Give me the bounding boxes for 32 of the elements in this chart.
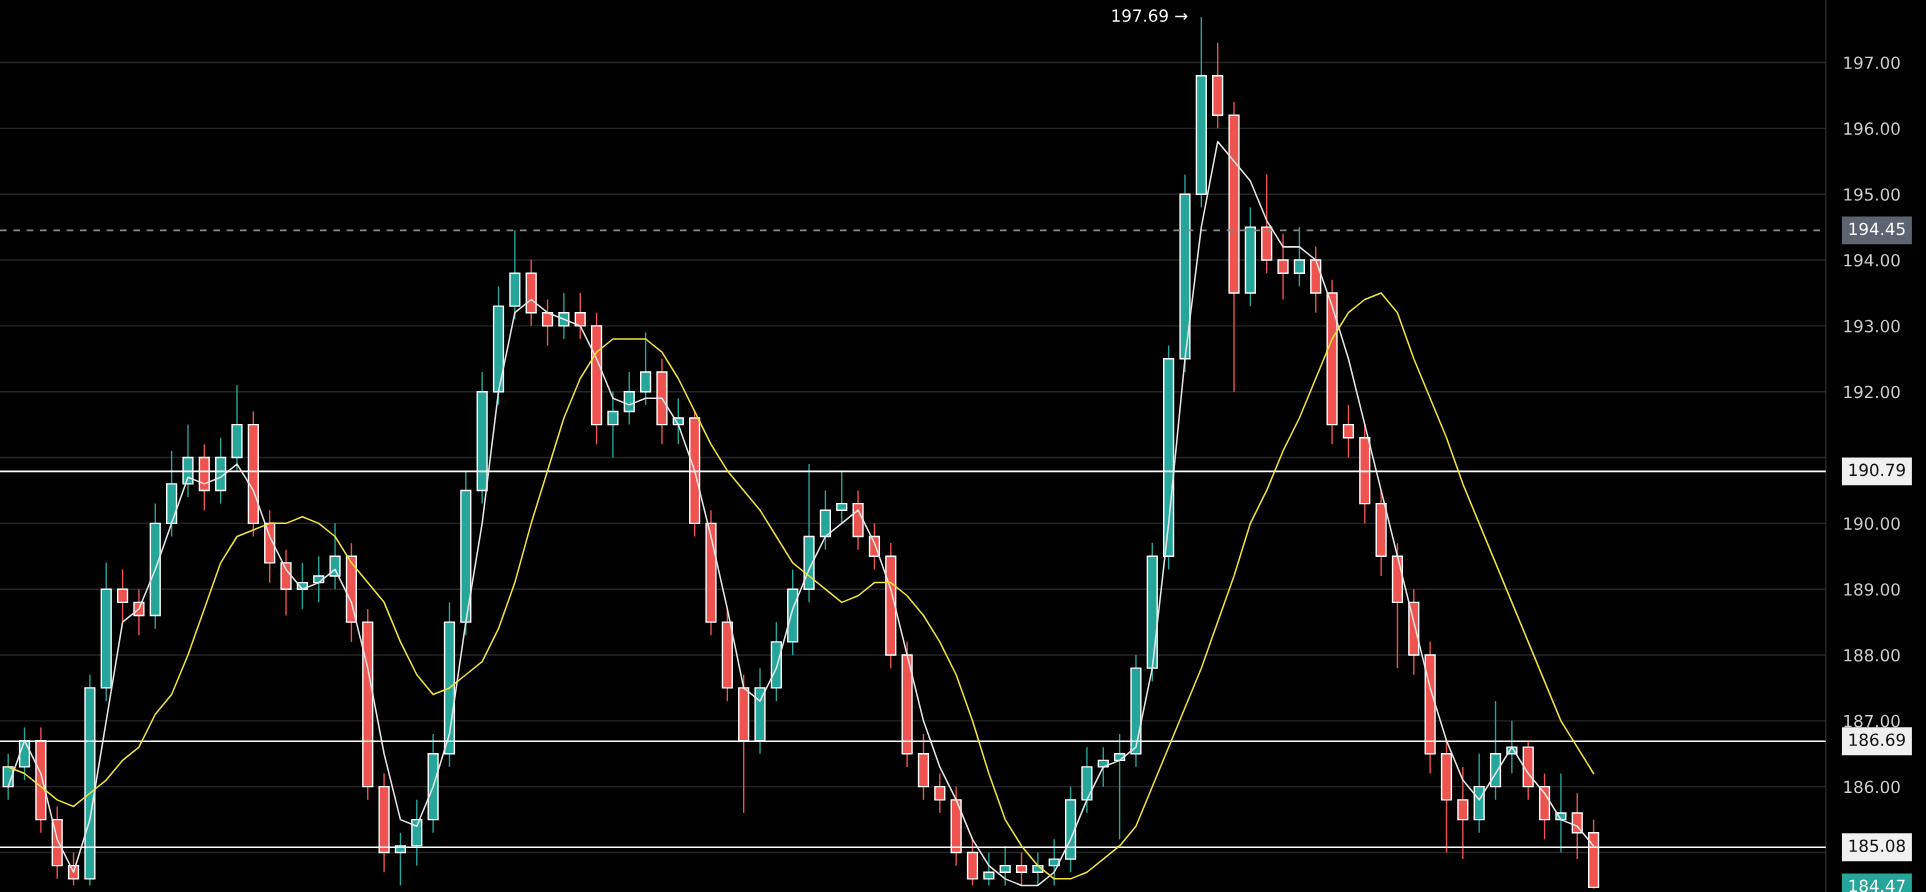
- y-tick-label: 189.00: [1844, 583, 1900, 596]
- candlestick: [623, 371, 635, 426]
- y-tick-label: 188.00: [1844, 648, 1900, 662]
- candlestick: [116, 568, 129, 623]
- candlestick: [1015, 851, 1028, 887]
- candlestick: [329, 522, 341, 590]
- y-tick-label: 187.00: [1844, 714, 1900, 728]
- annotation: 197.69 →: [1112, 9, 1188, 22]
- candlestick: [983, 851, 995, 887]
- candlestick: [1277, 233, 1289, 301]
- y-tick-label: 197.00: [1844, 56, 1900, 70]
- ref-line-label: 186.69: [1849, 733, 1905, 747]
- y-tick-label: 196.00: [1844, 122, 1900, 135]
- ref-line-label: 185.08: [1849, 839, 1905, 853]
- y-tick-label: 193.00: [1844, 319, 1900, 333]
- y-tick-label: 192.00: [1844, 385, 1900, 399]
- text: 184.47: [1849, 879, 1905, 892]
- ref-line-label: 194.45: [1849, 222, 1905, 236]
- candlestick: [640, 331, 652, 406]
- ref-line-label: 190.79: [1849, 463, 1905, 477]
- candlestick: [541, 298, 554, 347]
- candlestick: [934, 772, 946, 814]
- candlestick: [1293, 226, 1305, 288]
- y-tick-label: 195.00: [1844, 188, 1900, 201]
- candlestick: [1342, 404, 1355, 459]
- y-tick-label: 190.00: [1844, 517, 1900, 530]
- candlestick: [133, 588, 145, 636]
- y-tick-label: 186.00: [1844, 780, 1900, 794]
- candlestick: [574, 292, 586, 340]
- y-tick-label: 194.00: [1844, 253, 1900, 267]
- candlestick: [558, 292, 570, 340]
- candlestick: [607, 390, 619, 459]
